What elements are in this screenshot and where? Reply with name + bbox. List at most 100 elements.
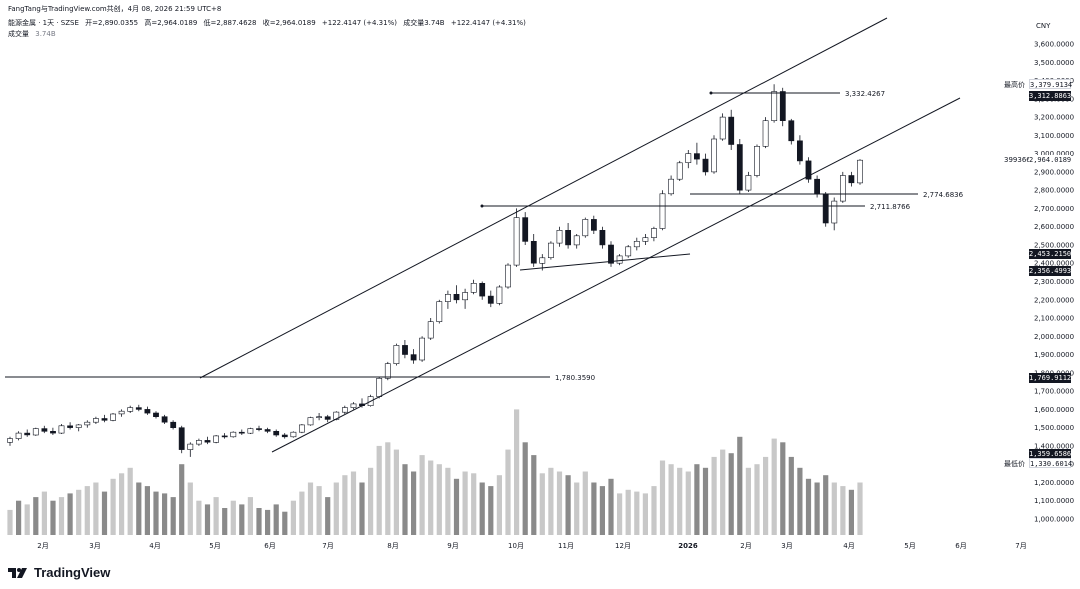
time-axis-label: 12月 (615, 542, 631, 550)
volume-bar (677, 467, 683, 535)
volume-bar (531, 455, 537, 535)
support-line[interactable] (519, 253, 691, 271)
countdown-label: 399366 (1004, 156, 1031, 164)
volume-bar (342, 475, 348, 535)
volume-bar (393, 449, 399, 535)
candle-body (213, 435, 219, 443)
candle-body (419, 337, 425, 361)
volume-bar (239, 504, 245, 535)
volume-bar (694, 464, 700, 535)
price-tag-2356: 2,356.4993 (1029, 266, 1072, 276)
candle-body (573, 235, 580, 246)
volume-bar (273, 504, 279, 535)
candle-body (298, 424, 305, 433)
candle-body (822, 193, 829, 224)
time-axis-label: 6月 (955, 542, 966, 550)
candle-body (539, 257, 546, 264)
channel-lower-line[interactable] (271, 97, 961, 453)
time-axis-label: 8月 (387, 542, 398, 550)
candle-body (590, 219, 597, 231)
candle-body (384, 363, 391, 379)
price-axis-label: 1,100.0000 (1034, 497, 1074, 505)
candle-body (256, 428, 262, 430)
volume-bar (316, 486, 322, 535)
volume-bar (548, 467, 554, 535)
candle-body (479, 282, 486, 297)
candle-body (187, 443, 194, 450)
volume-bar (436, 464, 442, 535)
ohlc-legend[interactable]: 能源金属 · 1天 · SZSE 开=2,890.0355 高=2,964.01… (8, 18, 530, 28)
volume-bar (488, 486, 494, 535)
price-axis-label: 2,000.0000 (1034, 333, 1074, 341)
volume-bar (76, 489, 82, 535)
volume-bar (780, 442, 786, 535)
volume-inline: 成交量3.74B (403, 19, 445, 27)
candle-body (711, 138, 717, 173)
candle-body (745, 175, 752, 191)
candle-body (693, 153, 700, 160)
volume-bar (170, 497, 176, 535)
volume-bar (831, 482, 837, 535)
volume-bar (591, 482, 597, 535)
trend-drawings[interactable]: 3,332.4267 2,774.6836 2,711.8766 1,780.3… (5, 17, 964, 453)
candle-body (273, 430, 280, 436)
volume-bar (136, 482, 142, 535)
volume-bar (625, 489, 631, 535)
volume-bar (651, 486, 657, 535)
candle-body (470, 282, 477, 293)
volume-bar (256, 508, 262, 535)
price-axis-label: 3,600.0000 (1034, 41, 1074, 49)
volume-bar (179, 464, 185, 535)
volume-bar (290, 500, 296, 535)
symbol-title[interactable]: 能源金属 · 1天 · SZSE (8, 19, 79, 27)
volume-bar (110, 478, 116, 535)
candle-body (685, 153, 692, 164)
volume-bar (50, 500, 56, 535)
volume-value: 3.74B (35, 30, 56, 38)
price-axis-label: 2,400.0000 (1034, 260, 1074, 268)
time-axis[interactable]: 2月 3月 4月 5月 6月 7月 8月 9月 10月 11月 12月 2026 2月 3月 4月 5月 6月 7… (37, 542, 1026, 550)
candle-body (196, 440, 202, 445)
volume-bar (556, 471, 563, 535)
volume-bar (24, 504, 30, 535)
candle-body (565, 230, 571, 246)
time-axis-label: 7月 (1015, 542, 1026, 550)
volume-legend[interactable]: 成交量 3.74B (8, 29, 60, 39)
candle-body (41, 428, 48, 432)
high-price-label: 最高价 (1004, 81, 1025, 89)
tradingview-logo[interactable]: TradingView (8, 565, 110, 580)
volume-bars (7, 409, 863, 535)
price-tag-3312: 3,312.8863 (1029, 91, 1072, 101)
candle-body (410, 354, 417, 361)
price-axis-label: 3,500.0000 (1034, 59, 1074, 67)
volume-bar (411, 471, 417, 535)
volume-bar (711, 456, 717, 535)
volume-bar (325, 497, 331, 535)
candle-body (101, 418, 108, 421)
price-axis-label: 1,000.0000 (1034, 516, 1074, 524)
channel-upper-line[interactable] (199, 17, 888, 379)
change-value: +122.4147 (+4.31%) (321, 19, 397, 27)
candle-body (668, 178, 674, 195)
candle-body (376, 377, 383, 397)
candle-body (522, 217, 529, 242)
volume-bar (368, 467, 374, 535)
volume-bar (522, 442, 528, 535)
volume-bar (453, 478, 460, 535)
volume-bar (745, 467, 751, 535)
candlesticks (7, 84, 863, 457)
volume-bar (153, 491, 159, 535)
volume-bar (445, 467, 451, 535)
candle-body (728, 116, 735, 145)
candle-body (230, 431, 237, 438)
candle-body (247, 428, 254, 434)
candle-body (93, 418, 99, 423)
currency-label: CNY (1036, 22, 1051, 30)
volume-bar (574, 482, 580, 535)
candle-body (676, 162, 683, 180)
time-axis-label: 3月 (781, 542, 792, 550)
time-axis-label: 7月 (322, 542, 333, 550)
volume-bar (479, 482, 485, 535)
